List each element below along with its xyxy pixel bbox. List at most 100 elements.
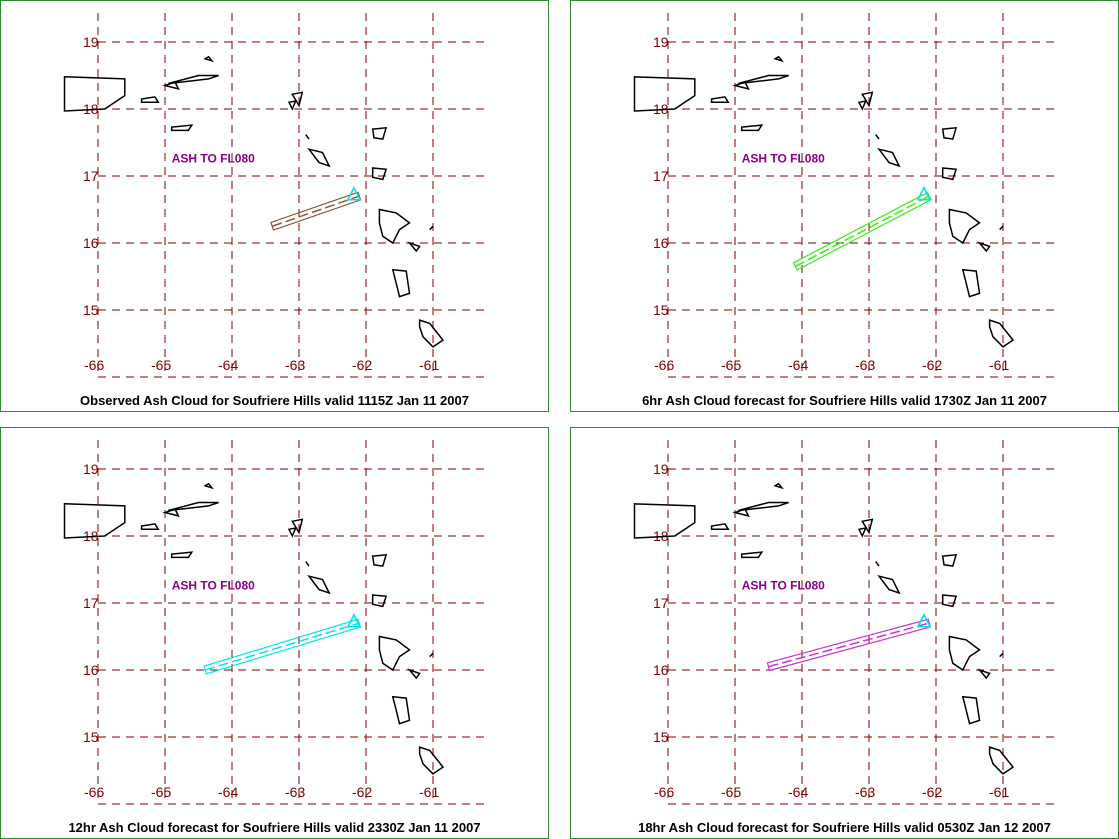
island-coastline — [633, 76, 696, 112]
island-coastline — [140, 523, 160, 531]
island-coastline — [877, 574, 901, 595]
island-coastline — [63, 503, 126, 539]
longitude-label: -61 — [989, 357, 1009, 373]
panel-caption: 6hr Ash Cloud forecast for Soufriere Hil… — [642, 393, 1047, 408]
island-coastline — [861, 518, 874, 535]
longitude-label: -65 — [721, 784, 741, 800]
latitude-label: 16 — [83, 235, 99, 251]
island-coastline — [371, 594, 388, 608]
longitude-label: -61 — [989, 784, 1009, 800]
island-coastline — [170, 124, 194, 132]
longitude-label: -64 — [218, 357, 238, 373]
ash-cloud-hatch — [204, 622, 360, 671]
island-coastline — [307, 147, 331, 168]
island-coastline — [391, 695, 411, 725]
ash-annotation: ASH TO FL080 — [742, 579, 825, 593]
island-coastline — [429, 652, 434, 658]
island-coastline — [305, 561, 310, 567]
island-coastline — [948, 208, 981, 245]
island-coastline — [429, 225, 434, 231]
island-coastline — [941, 167, 958, 181]
island-coastline — [371, 126, 388, 140]
island-coastline — [710, 96, 730, 104]
longitude-label: -64 — [788, 784, 808, 800]
longitude-label: -66 — [84, 357, 104, 373]
ash-cloud-hatch — [768, 622, 930, 668]
panel-caption: 18hr Ash Cloud forecast for Soufriere Hi… — [638, 820, 1051, 835]
island-coastline — [63, 76, 126, 112]
island-coastline — [203, 55, 214, 63]
longitude-label: -64 — [218, 784, 238, 800]
panel-observed: 19 18 17 16 15 -66 -65 -64 -63 -62 -61 ASH TO FL080… — [0, 0, 549, 412]
island-coastline — [977, 668, 991, 680]
island-coastline — [418, 746, 445, 775]
longitude-label: -63 — [855, 357, 875, 373]
island-coastline — [877, 147, 901, 168]
island-coastline — [305, 134, 310, 140]
panel-12hr-forecast: 19 18 17 16 15 -66 -65 -64 -63 -62 -61 ASH TO FL080… — [0, 427, 549, 839]
latitude-label: 17 — [653, 595, 669, 611]
longitude-label: -63 — [285, 357, 305, 373]
island-coastline — [738, 74, 789, 85]
island-coastline — [287, 99, 297, 111]
latitude-label: 16 — [83, 662, 99, 678]
island-coastline — [941, 594, 958, 608]
island-coastline — [948, 635, 981, 672]
island-coastline — [999, 652, 1004, 658]
panel-6hr-forecast: 19 18 17 16 15 -66 -65 -64 -63 -62 -61 ASH TO FL080… — [570, 0, 1119, 412]
island-coastline — [961, 695, 981, 725]
latitude-label: 17 — [83, 168, 99, 184]
island-coastline — [391, 268, 411, 298]
longitude-label: -65 — [721, 357, 741, 373]
island-coastline — [988, 319, 1015, 348]
volcano-icon — [916, 185, 932, 201]
longitude-label: -66 — [654, 784, 674, 800]
island-coastline — [961, 268, 981, 298]
longitude-label: -62 — [352, 357, 372, 373]
latitude-label: 15 — [83, 302, 99, 318]
island-coastline — [407, 668, 421, 680]
island-coastline — [740, 124, 764, 132]
island-coastline — [633, 503, 696, 539]
longitude-label: -66 — [654, 357, 674, 373]
island-coastline — [857, 526, 867, 538]
latitude-label: 19 — [83, 34, 99, 50]
ash-cloud-outline — [270, 191, 362, 231]
island-coastline — [371, 553, 388, 567]
island-coastline — [941, 126, 958, 140]
island-coastline — [857, 99, 867, 111]
island-coastline — [168, 501, 219, 512]
latitude-label: 19 — [653, 34, 669, 50]
island-coastline — [168, 74, 219, 85]
island-coastline — [287, 526, 297, 538]
ash-cloud-hatch — [271, 195, 360, 227]
longitude-label: -62 — [922, 357, 942, 373]
longitude-label: -65 — [151, 357, 171, 373]
latitude-label: 15 — [653, 302, 669, 318]
island-coastline — [418, 319, 445, 348]
island-coastline — [378, 635, 411, 672]
volcano-icon — [346, 612, 362, 628]
island-coastline — [170, 551, 194, 559]
ash-cloud-outline — [766, 618, 932, 672]
latitude-label: 16 — [653, 235, 669, 251]
island-coastline — [977, 241, 991, 253]
longitude-label: -65 — [151, 784, 171, 800]
island-coastline — [875, 561, 880, 567]
island-coastline — [710, 523, 730, 531]
island-coastline — [291, 518, 304, 535]
latitude-label: 17 — [83, 595, 99, 611]
island-coastline — [203, 482, 214, 490]
island-coastline — [140, 96, 160, 104]
island-coastline — [773, 55, 784, 63]
island-coastline — [378, 208, 411, 245]
panel-caption: 12hr Ash Cloud forecast for Soufriere Hi… — [68, 820, 481, 835]
island-coastline — [307, 574, 331, 595]
longitude-label: -63 — [285, 784, 305, 800]
longitude-label: -66 — [84, 784, 104, 800]
longitude-label: -63 — [855, 784, 875, 800]
island-coastline — [773, 482, 784, 490]
longitude-label: -62 — [352, 784, 372, 800]
